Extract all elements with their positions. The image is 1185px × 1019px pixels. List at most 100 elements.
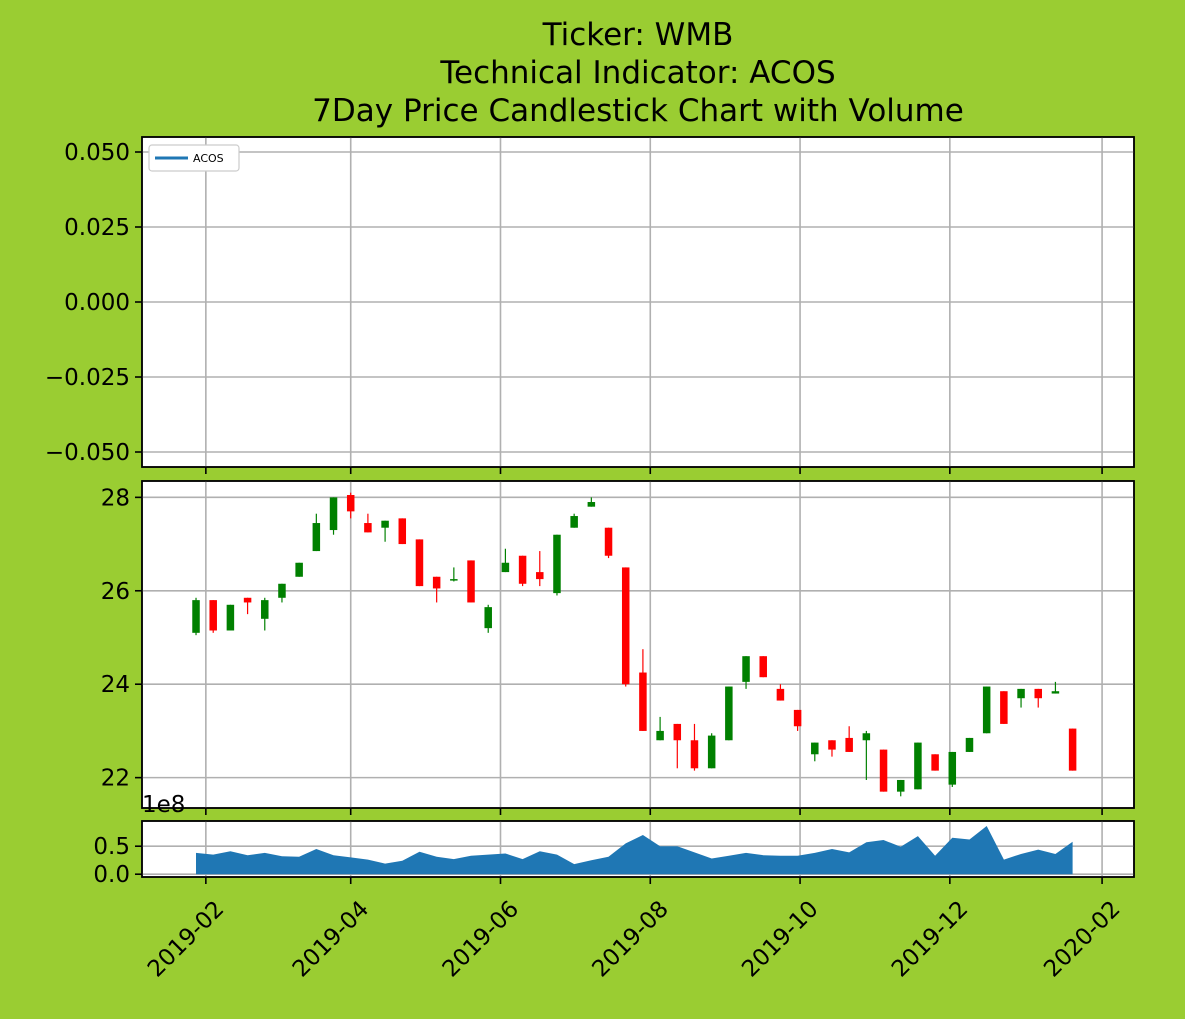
candle-body <box>639 672 647 731</box>
candle-body <box>192 600 200 633</box>
candle-down <box>346 492 355 519</box>
title-line-1: Ticker: WMB <box>542 17 734 53</box>
indicator-panel: 0.050 0.025 0.000 −0.025 −0.050 ACOS <box>45 136 1135 474</box>
volume-y-tick-label: 0.5 <box>93 834 130 860</box>
candle-down <box>518 555 527 587</box>
candle-down <box>931 754 939 771</box>
candle-body <box>484 607 492 629</box>
indicator-grid <box>142 137 1134 467</box>
candle-up <box>587 497 596 507</box>
candle-up <box>501 548 510 573</box>
x-tick-label: 2019-04 <box>288 896 374 982</box>
candle-body <box>656 730 664 741</box>
x-tick-label: 2019-08 <box>587 896 673 982</box>
price-y-tick-label: 28 <box>101 485 130 511</box>
candle-body <box>329 497 338 531</box>
candle-up <box>914 742 922 790</box>
candle-body <box>948 751 957 785</box>
chart-title: Ticker: WMB Technical Indicator: ACOS 7D… <box>312 17 964 129</box>
candle-up <box>965 737 974 752</box>
candle-down <box>828 740 836 757</box>
indicator-y-tick-label: 0.025 <box>64 215 130 241</box>
candle-body <box>518 555 527 584</box>
volume-axes-border <box>141 820 1135 878</box>
indicator-y-tick-label: 0.050 <box>64 140 130 166</box>
candle-body <box>845 737 853 752</box>
candle-up <box>896 779 905 797</box>
volume-offset-label: 1e8 <box>142 792 185 818</box>
candle-up <box>381 520 389 542</box>
price-x-tick-marks <box>205 808 1103 815</box>
price-axes-border <box>141 480 1135 809</box>
candle-up <box>553 534 561 596</box>
candle-down <box>793 709 802 731</box>
candle-up <box>811 742 819 762</box>
candle-body <box>862 733 871 741</box>
volume-y-tick-label: 0.0 <box>93 862 130 888</box>
candle-body <box>707 735 716 769</box>
indicator-y-tick-label: −0.050 <box>45 440 130 466</box>
volume-area <box>196 826 1073 875</box>
candle-body <box>570 516 578 528</box>
candle-body <box>759 656 767 678</box>
candle-down <box>415 539 424 587</box>
candle-body <box>226 604 235 631</box>
candle-up <box>742 656 750 689</box>
candle-body <box>432 576 441 589</box>
candle-down <box>1000 691 1008 724</box>
candle-up <box>295 562 303 577</box>
candle-up <box>982 686 991 734</box>
candle-body <box>621 567 630 685</box>
x-tick-label: 2020-02 <box>1039 896 1125 982</box>
candle-body <box>346 495 355 512</box>
candle-up <box>278 583 286 603</box>
candle-down <box>209 600 217 633</box>
candle-up <box>656 716 664 741</box>
price-panel: 22 24 26 28 <box>101 480 1135 815</box>
candle-down <box>759 656 767 678</box>
candle-down <box>536 551 544 587</box>
candle-down <box>364 513 372 533</box>
candle-down <box>845 726 853 752</box>
volume-y-ticks: 0.00.5 <box>93 834 142 888</box>
candle-down <box>243 597 252 615</box>
candle-down <box>432 576 441 603</box>
candle-body <box>243 597 252 603</box>
candle-down <box>621 567 630 687</box>
candle-up <box>948 751 957 787</box>
price-axes <box>141 480 1135 809</box>
candle-up <box>192 597 200 636</box>
legend: ACOS <box>148 144 240 172</box>
candle-body <box>295 562 303 577</box>
candle-body <box>209 600 217 631</box>
title-line-2: Technical Indicator: ACOS <box>439 55 835 91</box>
candles <box>192 492 1077 797</box>
candle-body <box>1000 691 1008 724</box>
candle-body <box>879 749 888 792</box>
candle-body <box>725 686 733 741</box>
candle-down <box>690 723 699 771</box>
legend-acos-label: ACOS <box>193 152 224 165</box>
candle-up <box>1017 688 1025 708</box>
candle-up <box>862 730 871 780</box>
candle-body <box>587 502 596 507</box>
candle-body <box>450 579 458 581</box>
candle-body <box>811 742 819 755</box>
candle-down <box>776 684 785 701</box>
price-grid <box>142 481 1134 808</box>
indicator-y-tick-label: −0.025 <box>45 365 130 391</box>
indicator-y-ticks: 0.050 0.025 0.000 −0.025 −0.050 <box>45 140 142 466</box>
candle-up <box>261 597 269 631</box>
candle-up <box>450 567 458 582</box>
candle-up <box>707 733 716 769</box>
x-tick-label: 2019-10 <box>737 896 823 982</box>
candle-down <box>1068 728 1077 771</box>
indicator-x-tick-marks <box>205 467 1103 474</box>
candle-body <box>415 539 424 587</box>
legend-box <box>148 144 240 172</box>
candle-body <box>1068 728 1077 771</box>
candle-body <box>1034 688 1042 699</box>
candle-down <box>604 527 613 559</box>
candle-body <box>398 518 407 545</box>
candle-body <box>793 709 802 727</box>
